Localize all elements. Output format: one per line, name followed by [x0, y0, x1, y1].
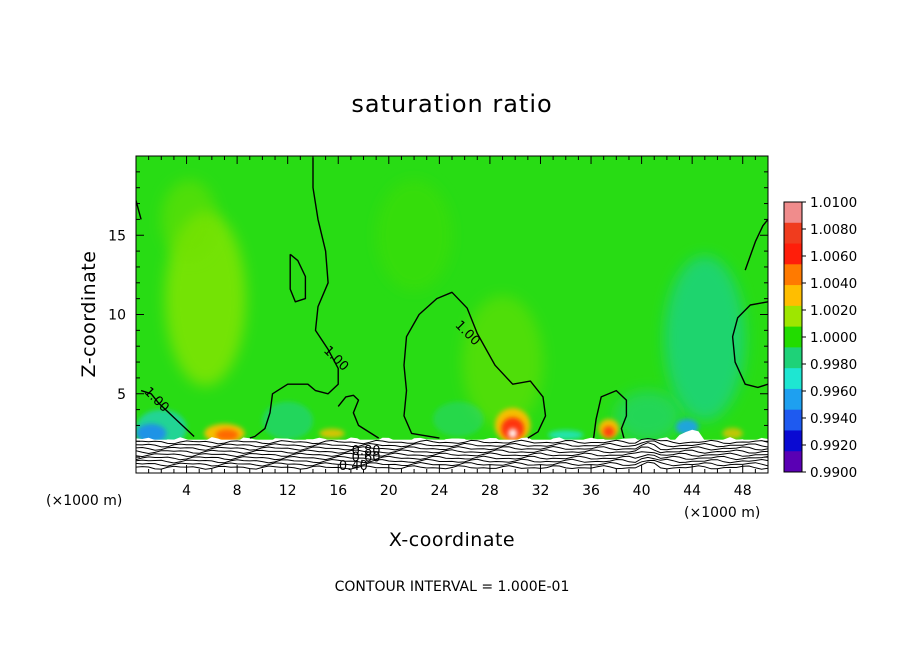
colorbar-label: 1.0020	[810, 303, 857, 319]
colorbar-segment	[784, 222, 802, 245]
colorbar-label: 0.9900	[810, 465, 857, 481]
colorbar-segment	[784, 368, 802, 390]
x-tick-label: 28	[481, 483, 499, 499]
contour-line	[403, 291, 547, 439]
x-axis: 4 8 12 16 20 24 28 32 36 40 44 48	[148, 156, 756, 499]
band-contour-line	[136, 442, 768, 451]
x-tick-label: 24	[430, 483, 448, 499]
field-blob	[161, 179, 217, 260]
field-blob	[262, 401, 313, 440]
band-contour-line	[136, 454, 768, 461]
colorbar: 1.0100 1.0080 1.0060 1.0040 1.0020 1.0000 0.99…	[783, 195, 857, 481]
x-axis-label: X-coordinate	[389, 529, 515, 551]
contour-line	[731, 301, 768, 389]
x-unit-right: (×1000 m)	[684, 505, 760, 521]
y-axis: 5 10 15	[108, 171, 768, 458]
band-contour-line	[136, 437, 768, 445]
colorbar-segment	[784, 326, 802, 348]
field-blob	[615, 390, 681, 442]
band-contour-line	[136, 440, 768, 448]
colorbar-segment	[784, 243, 802, 265]
colorbar-segment	[784, 347, 802, 369]
field-blob	[501, 417, 525, 440]
contour-lines	[136, 157, 768, 439]
x-tick-label: 40	[633, 483, 651, 499]
field-blob	[319, 428, 345, 439]
colorbar-label: 1.0000	[810, 330, 857, 346]
field-blob	[508, 428, 518, 439]
colorbar-label: 0.9960	[810, 384, 857, 400]
field-blob	[548, 430, 584, 440]
field-blob	[462, 295, 544, 429]
x-tick-label: 4	[182, 483, 191, 499]
colorbar-label: 0.9920	[810, 438, 857, 454]
colorbar-segment	[784, 285, 802, 307]
colorbar-segment	[784, 388, 802, 411]
field-shading	[136, 179, 746, 448]
y-tick-label: 10	[108, 308, 126, 324]
field-blob	[722, 427, 743, 439]
band-contour-line	[136, 459, 768, 467]
colorbar-segment	[784, 430, 802, 452]
y-tick-label: 15	[108, 228, 126, 244]
y-tick-label: 5	[117, 387, 126, 403]
x-tick-label: 16	[329, 483, 347, 499]
x-unit-left: (×1000 m)	[46, 493, 122, 509]
x-tick-label: 36	[582, 483, 600, 499]
contour-line	[289, 253, 307, 303]
contour-label: 0.40	[339, 459, 368, 474]
contour-line	[592, 389, 628, 439]
field-blob	[433, 401, 484, 437]
colorbar-label: 0.9940	[810, 411, 857, 427]
colorbar-segment	[784, 202, 802, 224]
field-blob	[136, 423, 167, 443]
x-tick-label: 8	[233, 483, 242, 499]
colorbar-label: 1.0080	[810, 222, 857, 238]
colorbar-segment	[784, 305, 802, 328]
field-blob	[376, 179, 452, 291]
x-tick-label: 44	[683, 483, 701, 499]
x-tick-label: 32	[532, 483, 550, 499]
band-contour-line	[136, 446, 768, 455]
chart-title: saturation ratio	[351, 90, 552, 118]
band-contour-line	[136, 456, 768, 464]
colorbar-segment	[784, 409, 802, 431]
colorbar-label: 0.9980	[810, 357, 857, 373]
contour-line	[140, 389, 195, 438]
x-tick-label: 48	[734, 483, 752, 499]
contour-label: 0.60	[352, 450, 381, 465]
contour-line	[337, 394, 380, 439]
y-axis-label: Z-coordinate	[78, 251, 100, 378]
x-tick-label: 20	[380, 483, 398, 499]
band-contour-line	[136, 451, 768, 458]
colorbar-label: 1.0060	[810, 249, 857, 265]
band-contour-line	[136, 461, 768, 470]
contour-label: 0.80	[352, 444, 381, 459]
x-tick-label: 12	[279, 483, 297, 499]
colorbar-segment	[784, 451, 802, 473]
contour-line	[249, 157, 339, 439]
ground-layer	[136, 429, 768, 473]
contour-interval-note: CONTOUR INTERVAL = 1.000E-01	[335, 579, 570, 595]
field-blob	[603, 426, 615, 438]
plot-area: 1.001.001.000.800.600.40	[136, 156, 768, 474]
colorbar-label: 1.0040	[810, 276, 857, 292]
colorbar-label: 1.0100	[810, 195, 857, 211]
contour-line	[744, 218, 768, 271]
field-blob	[664, 255, 746, 421]
colorbar-segment	[784, 264, 802, 286]
field-blob	[215, 429, 239, 441]
